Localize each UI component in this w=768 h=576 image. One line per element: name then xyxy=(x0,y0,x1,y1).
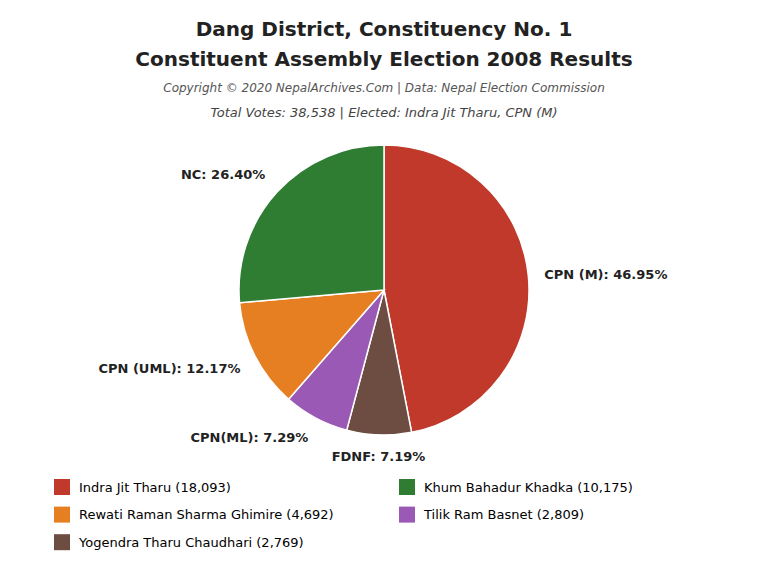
subtitle: Total Votes: 38,538 | Elected: Indra Jit… xyxy=(210,105,557,120)
legend-swatch xyxy=(54,534,70,550)
pie-slice xyxy=(384,145,529,432)
slice-label: FDNF: 7.19% xyxy=(332,449,426,464)
legend-swatch xyxy=(54,507,70,523)
legend-label: Rewati Raman Sharma Ghimire (4,692) xyxy=(79,507,334,522)
legend: Indra Jit Tharu (18,093) Rewati Raman Sha… xyxy=(54,479,633,550)
title: Dang District, Constituency No. 1 xyxy=(196,17,573,41)
pie xyxy=(239,145,529,435)
slice-label: CPN (UML): 12.17% xyxy=(98,361,240,376)
slice-label: CPN(ML): 7.29% xyxy=(190,430,308,445)
slice-labels: CPN (M): 46.95% FDNF: 7.19% CPN(ML): 7.29%… xyxy=(98,167,667,464)
legend-label: Indra Jit Tharu (18,093) xyxy=(79,480,231,495)
chart-container: Dang District, Constituency No. 1 Constit… xyxy=(0,0,768,576)
slice-label: NC: 26.40% xyxy=(181,167,265,182)
legend-swatch xyxy=(399,479,415,495)
legend-label: Yogendra Tharu Chaudhari (2,769) xyxy=(78,535,304,550)
pie-slice xyxy=(240,290,384,399)
annotation: Copyright © 2020 NepalArchives.Com | Dat… xyxy=(163,81,605,95)
background xyxy=(0,0,768,576)
legend-label: Khum Bahadur Khadka (10,175) xyxy=(424,480,633,495)
legend-swatch xyxy=(399,507,415,523)
title: Constituent Assembly Election 2008 Resul… xyxy=(135,47,632,71)
chart-svg: Dang District, Constituency No. 1 Constit… xyxy=(0,0,768,576)
legend-swatch xyxy=(54,479,70,495)
legend-label: Tilik Ram Basnet (2,809) xyxy=(423,507,584,522)
slice-label: CPN (M): 46.95% xyxy=(544,267,667,282)
